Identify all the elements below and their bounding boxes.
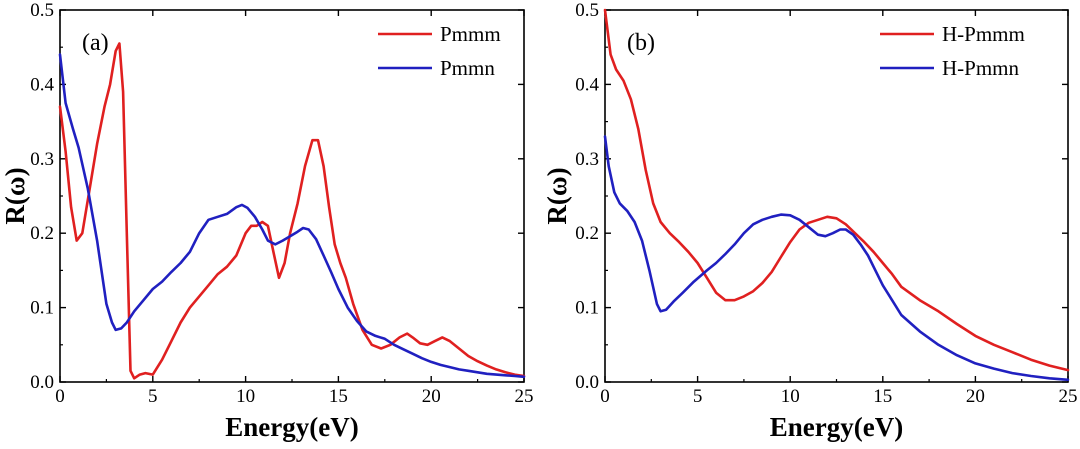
x-tick-label: 10 xyxy=(236,386,255,407)
x-tick-label: 15 xyxy=(873,386,892,407)
legend-label: Pmmn xyxy=(440,56,495,80)
x-tick-label: 20 xyxy=(966,386,985,407)
y-tick-label: 0.1 xyxy=(30,298,54,319)
y-tick-label: 0.4 xyxy=(30,74,54,95)
x-tick-label: 25 xyxy=(1059,386,1078,407)
x-tick-label: 10 xyxy=(781,386,800,407)
series-line-h-pmmn xyxy=(603,135,1070,382)
x-tick-label: 15 xyxy=(329,386,348,407)
y-tick-label: 0.2 xyxy=(30,223,54,244)
legend-label: H-Pmmn xyxy=(942,56,1020,80)
x-axis-label: Energy(eV) xyxy=(770,412,903,442)
y-tick-label: 0.1 xyxy=(575,298,599,319)
chart-panel-1: 0 5 10 15 20 25 0.0 0.1 0.2 0.3 0.4 0.5 Energy(eV) R(… xyxy=(542,0,1078,442)
y-tick-label: 0.3 xyxy=(575,149,599,170)
legend-label: Pmmm xyxy=(440,22,501,46)
y-tick-label: 0.4 xyxy=(575,74,599,95)
panel-label: (b) xyxy=(627,30,655,56)
x-tick-label: 5 xyxy=(148,386,158,407)
x-tick-label: 20 xyxy=(422,386,441,407)
series-line-pmmn xyxy=(58,53,526,379)
y-axis-label: R(ω) xyxy=(542,167,572,224)
y-tick-label: 0.2 xyxy=(575,223,599,244)
x-tick-label: 0 xyxy=(55,386,65,407)
series-line-pmmm xyxy=(58,42,526,380)
x-tick-label: 5 xyxy=(693,386,703,407)
y-tick-label: 0.0 xyxy=(575,372,599,393)
x-axis-label: Energy(eV) xyxy=(225,412,358,442)
y-axis-label: R(ω) xyxy=(0,167,30,224)
panel-label: (a) xyxy=(82,30,109,56)
x-tick-label: 25 xyxy=(515,386,534,407)
y-tick-label: 0.5 xyxy=(575,0,599,21)
y-tick-label: 0.3 xyxy=(30,149,54,170)
x-tick-label: 0 xyxy=(600,386,610,407)
y-tick-label: 0.5 xyxy=(30,0,54,21)
chart-panel-0: 0 5 10 15 20 25 0.0 0.1 0.2 0.3 0.4 0.5 Energy(eV) R(… xyxy=(0,0,534,442)
y-tick-label: 0.0 xyxy=(30,372,54,393)
series-line-h-pmmm xyxy=(603,8,1070,372)
legend-label: H-Pmmm xyxy=(942,22,1025,46)
